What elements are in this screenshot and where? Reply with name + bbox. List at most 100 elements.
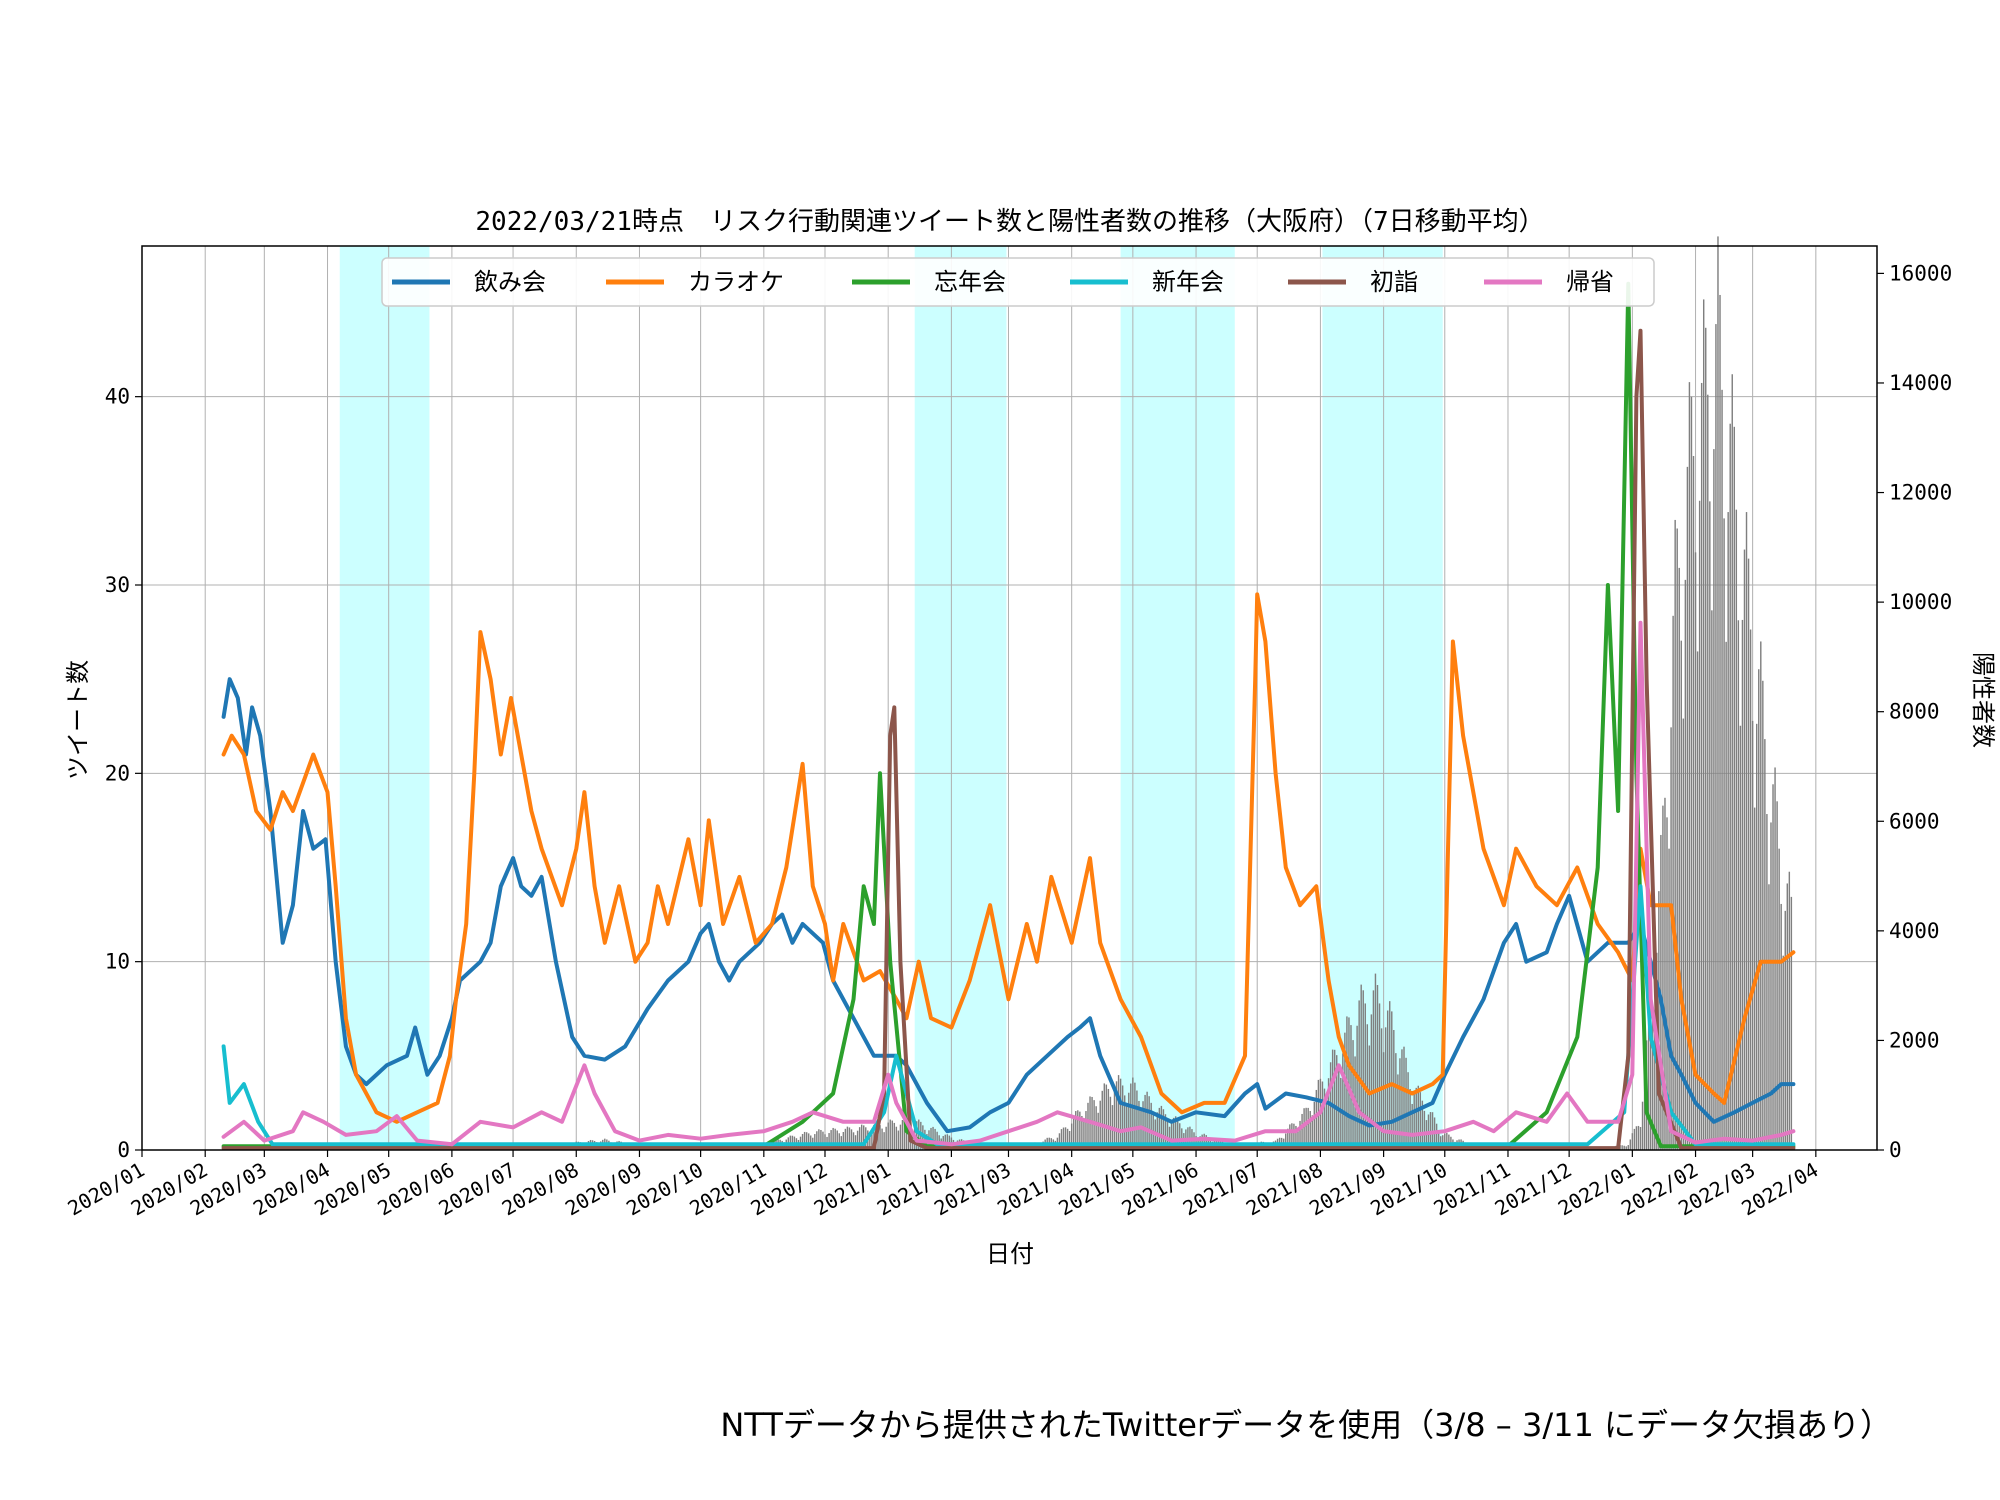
positive-case-bar	[1179, 1123, 1181, 1150]
positive-case-bar	[1064, 1127, 1067, 1150]
positive-case-bar	[1668, 848, 1670, 1150]
positive-case-bar	[803, 1131, 806, 1150]
positive-case-bar	[1150, 1102, 1152, 1150]
positive-case-bar	[932, 1126, 934, 1150]
positive-case-bar	[1113, 1090, 1116, 1150]
y-right-tick-label: 12000	[1889, 481, 1952, 505]
positive-case-bar	[922, 1125, 924, 1150]
positive-case-bar	[1301, 1113, 1303, 1150]
positive-case-bar	[905, 1117, 908, 1150]
positive-case-bar	[1203, 1133, 1205, 1150]
positive-case-bar	[1156, 1112, 1159, 1150]
positive-case-bar	[1731, 374, 1733, 1150]
positive-case-bar	[1674, 519, 1676, 1150]
series-lines	[221, 281, 1796, 1151]
positive-case-bar	[1399, 1058, 1401, 1150]
positive-case-bar	[1142, 1101, 1144, 1150]
positive-case-bar	[1627, 1145, 1629, 1150]
emergency-band-4	[1322, 246, 1443, 1150]
positive-case-bar	[1126, 1105, 1128, 1150]
legend: 飲み会 カラオケ 忘年会 新年会 初詣 帰省	[381, 257, 1655, 307]
positive-case-bar	[1372, 990, 1375, 1150]
positive-case-bar	[1085, 1111, 1087, 1150]
positive-case-bar	[934, 1128, 936, 1150]
positive-case-bar	[1790, 896, 1793, 1150]
positive-case-bar	[807, 1133, 810, 1150]
positive-case-bar	[1172, 1117, 1175, 1150]
positive-case-bar	[1647, 1022, 1650, 1150]
positive-case-bar	[1725, 641, 1727, 1150]
positive-case-bar	[1700, 382, 1703, 1150]
positive-case-bar	[1344, 1032, 1346, 1150]
positive-case-bar	[1766, 814, 1768, 1150]
positive-case-bar	[869, 1133, 871, 1150]
positive-case-bar	[885, 1126, 887, 1150]
positive-case-bar	[1448, 1134, 1450, 1150]
y-right-tick-label: 4000	[1889, 919, 1940, 943]
positive-case-bar	[1788, 871, 1791, 1150]
positive-case-bar	[1358, 1000, 1360, 1150]
y-right-tick-label: 16000	[1889, 261, 1952, 285]
positive-case-bar	[1336, 1055, 1338, 1150]
positive-case-bar	[1075, 1111, 1077, 1150]
positive-case-bar	[1421, 1100, 1424, 1150]
positive-case-bar	[1378, 1003, 1381, 1150]
positive-case-bar	[1690, 396, 1693, 1151]
positive-case-bar	[1764, 739, 1766, 1150]
positive-case-bar	[1062, 1127, 1065, 1150]
positive-case-bar	[1162, 1109, 1165, 1150]
positive-case-bar	[850, 1129, 853, 1150]
positive-case-bar	[1729, 423, 1731, 1151]
positive-case-bar	[893, 1122, 896, 1150]
positive-case-bar	[891, 1120, 893, 1150]
positive-case-bar	[1680, 640, 1682, 1150]
y-tick-label: 30	[105, 573, 130, 597]
y-right-tick-label: 10000	[1889, 590, 1952, 614]
positive-case-bar	[1331, 1049, 1334, 1150]
positive-case-bar	[832, 1127, 834, 1150]
positive-case-bar	[1705, 327, 1707, 1150]
positive-case-bar	[1374, 973, 1377, 1150]
positive-case-bar	[860, 1124, 863, 1150]
positive-case-bar	[1637, 1125, 1640, 1150]
positive-case-bar	[1136, 1090, 1138, 1150]
positive-case-bar	[1715, 324, 1717, 1150]
positive-case-bar	[1747, 558, 1750, 1150]
positive-case-bar	[1323, 1088, 1326, 1150]
positive-case-bar	[1397, 1074, 1399, 1150]
positive-case-bar	[1315, 1089, 1318, 1150]
positive-case-bar	[1774, 767, 1776, 1150]
y-tick-label: 40	[105, 385, 130, 409]
y-tick-label: 20	[105, 761, 130, 785]
y-right-axis-ticks: 0 2000 4000 6000 8000 10000 12000 14000 16000	[1877, 261, 1952, 1162]
y-right-axis-label: 陽性者数	[1969, 652, 1997, 748]
positive-case-bar	[838, 1133, 840, 1150]
positive-case-bar	[1146, 1091, 1148, 1150]
positive-case-bar	[871, 1128, 873, 1150]
positive-case-bar	[1692, 456, 1695, 1150]
positive-case-bar	[899, 1124, 902, 1150]
positive-case-bar	[1342, 1053, 1344, 1150]
positive-case-bar	[1174, 1116, 1177, 1150]
plot-frame	[141, 245, 1878, 1151]
positive-case-bar	[1652, 1010, 1654, 1150]
positive-case-bar	[1095, 1106, 1097, 1150]
positive-case-bar	[1360, 984, 1362, 1150]
positive-case-bar	[1081, 1116, 1083, 1150]
positive-case-bar	[1083, 1120, 1085, 1150]
positive-case-bar	[1780, 903, 1782, 1150]
positive-case-bar	[1745, 512, 1748, 1150]
positive-case-bar	[863, 1125, 865, 1150]
positive-case-bar	[1368, 1045, 1371, 1150]
positive-case-bar	[1293, 1123, 1295, 1150]
positive-case-bar	[1370, 1014, 1373, 1150]
series-line-帰省	[221, 620, 1796, 1147]
positive-case-bar	[1649, 1013, 1652, 1150]
positive-case-bar	[1719, 294, 1721, 1150]
positive-case-bar	[1087, 1102, 1089, 1150]
positive-case-bar	[801, 1133, 804, 1150]
legend-box	[381, 257, 1655, 307]
positive-case-bar	[1160, 1105, 1163, 1150]
positive-case-bar	[1321, 1081, 1324, 1150]
positive-case-bar	[1658, 891, 1660, 1150]
